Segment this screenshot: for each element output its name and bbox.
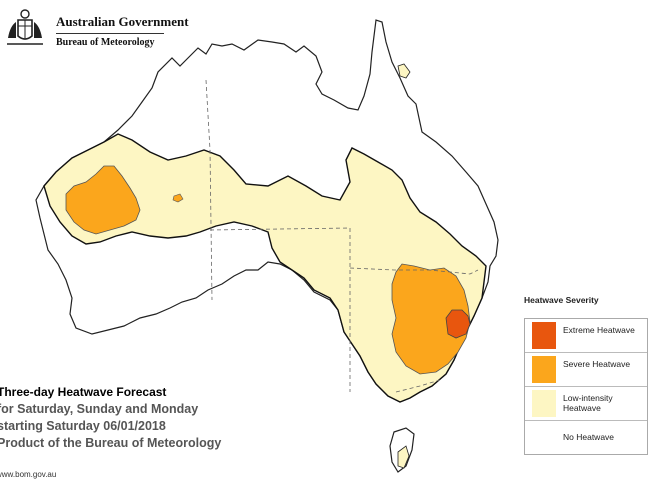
bom-logo: Australian Government Bureau of Meteorol…	[2, 6, 189, 52]
agency-title: Bureau of Meteorology	[56, 37, 155, 48]
caption-product: Product of the Bureau of Meteorology	[0, 436, 222, 450]
severity-legend: Heatwave Severity Extreme Heatwave Sever…	[524, 295, 650, 455]
caption-title: Three-day Heatwave Forecast	[0, 385, 167, 399]
legend-swatch-severe	[532, 356, 556, 383]
legend-item-low-intensity: Low-intensity Heatwave	[525, 387, 647, 421]
severe-heatwave-wa-small	[172, 193, 184, 203]
coat-of-arms-icon	[7, 9, 43, 45]
state-borders	[205, 79, 479, 393]
legend-title: Heatwave Severity	[524, 295, 599, 305]
legend-box: Extreme Heatwave Severe Heatwave Low-int…	[524, 318, 648, 455]
legend-item-none: No Heatwave	[525, 421, 647, 454]
website-url: www.bom.gov.au	[0, 470, 57, 479]
legend-swatch-extreme	[532, 322, 556, 349]
severe-heatwave-nsw	[391, 263, 471, 375]
extreme-heatwave-region	[445, 309, 471, 339]
tasmania-low-intensity	[397, 445, 410, 469]
caption-days: for Saturday, Sunday and Monday	[0, 402, 199, 416]
legend-label-none: No Heatwave	[563, 432, 615, 442]
legend-swatch-none	[532, 424, 556, 451]
legend-swatch-low-intensity	[532, 390, 556, 417]
logo-divider	[56, 33, 164, 34]
severe-heatwave-wa	[65, 165, 141, 235]
queensland-island	[397, 63, 411, 79]
legend-label-severe: Severe Heatwave	[563, 359, 631, 369]
caption-start-date: starting Saturday 06/01/2018	[0, 419, 166, 433]
legend-label-low-intensity: Low-intensity Heatwave	[563, 393, 613, 413]
legend-label-extreme: Extreme Heatwave	[563, 325, 635, 335]
legend-item-extreme: Extreme Heatwave	[525, 319, 647, 353]
government-title: Australian Government	[56, 14, 189, 29]
legend-item-severe: Severe Heatwave	[525, 353, 647, 387]
map-caption: Three-day Heatwave Forecast for Saturday…	[0, 384, 221, 452]
